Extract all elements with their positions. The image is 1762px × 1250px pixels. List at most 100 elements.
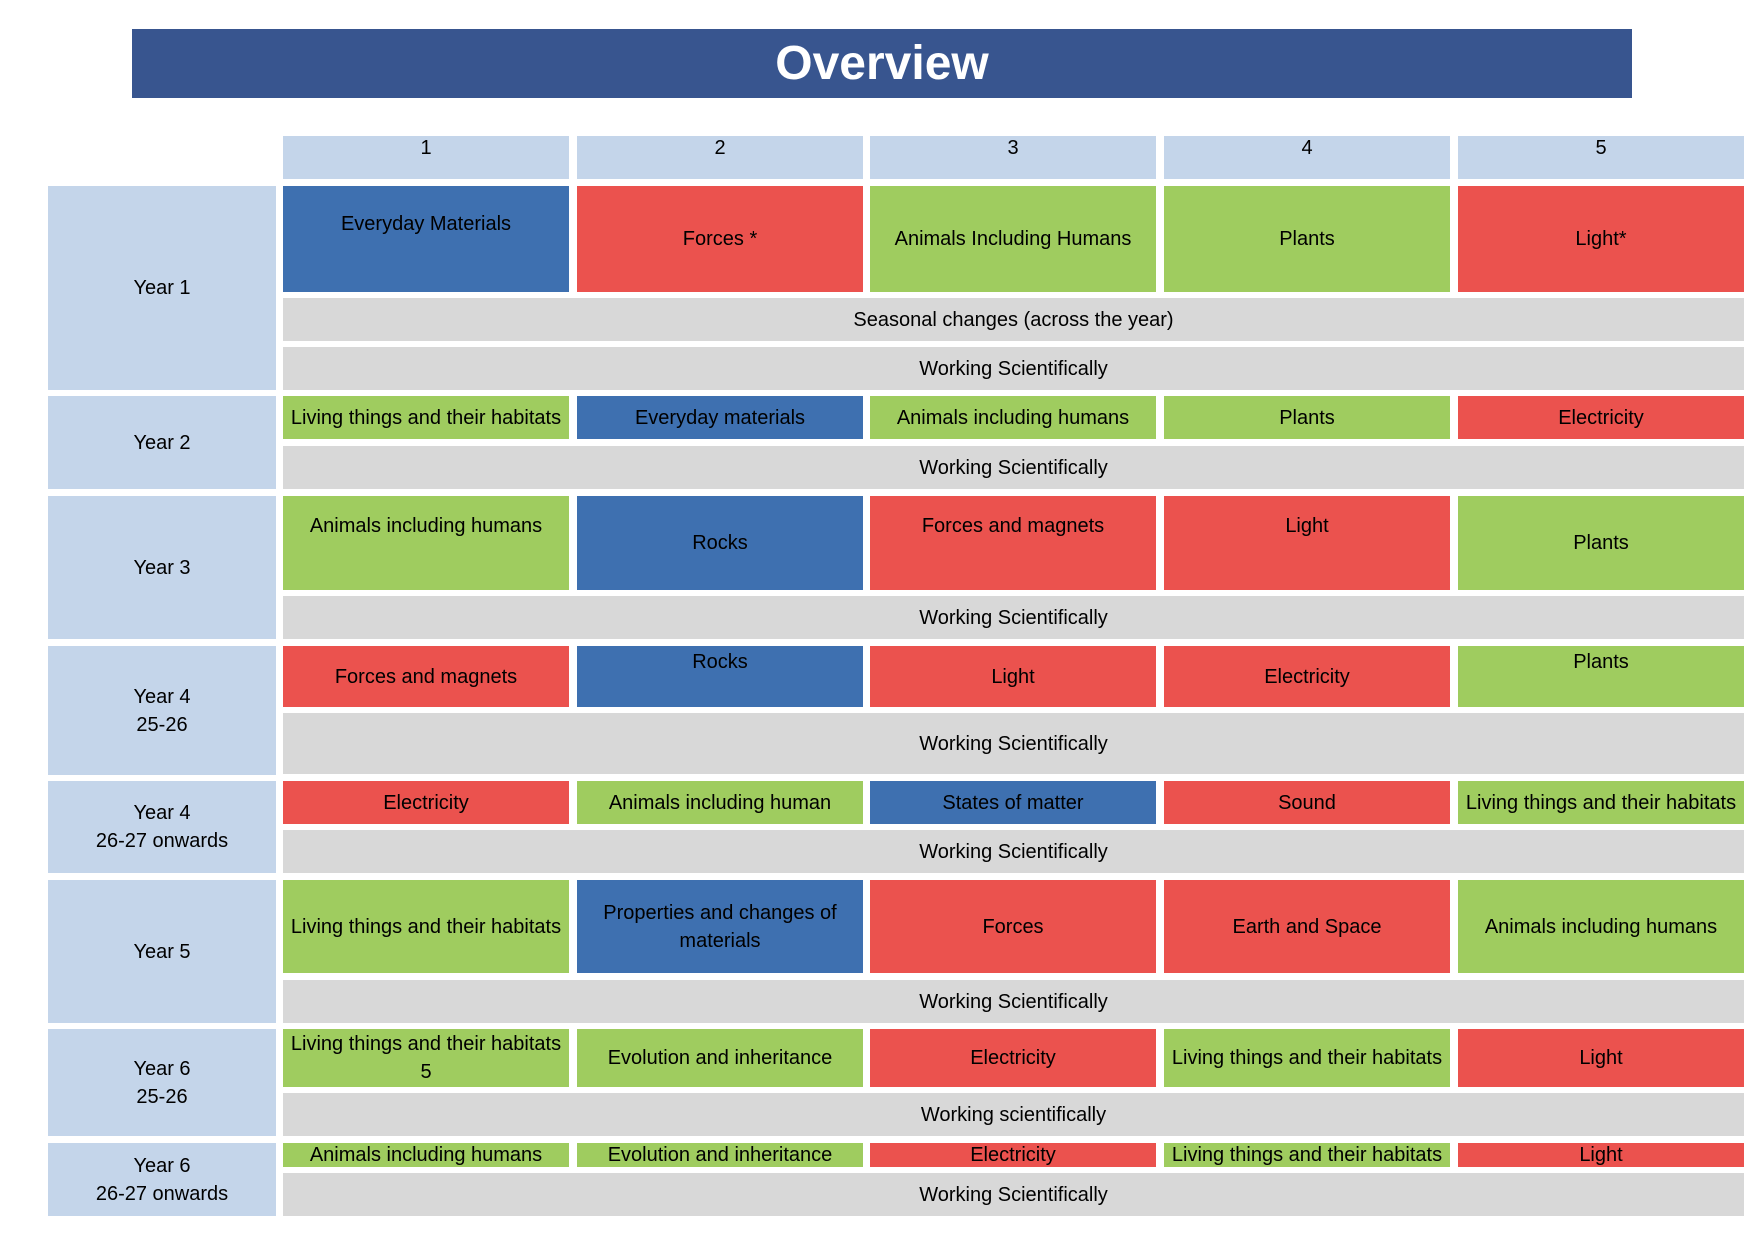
topic-cell: Rocks [577, 496, 863, 590]
topic-label: Electricity [1264, 665, 1350, 688]
topic-cell: Properties and changes of materials [577, 880, 863, 973]
topic-label: Forces and magnets [921, 515, 1105, 537]
band-row: Working Scientifically [283, 446, 1744, 489]
topic-cell: Everyday Materials [283, 186, 569, 292]
band-row: Seasonal changes (across the year) [283, 298, 1744, 341]
topic-cell: Electricity [1458, 396, 1744, 439]
topic-label: Plants [1573, 532, 1629, 554]
topic-label: Everyday materials [634, 406, 806, 429]
topic-label: Evolution and inheritance [607, 1047, 833, 1069]
band-row: Working Scientifically [283, 596, 1744, 639]
topic-label: Everyday Materials [340, 213, 512, 235]
topic-cell: Earth and Space [1164, 880, 1450, 973]
topic-label: Forces * [682, 228, 758, 250]
band-label: Working scientifically [920, 1103, 1107, 1126]
topic-cell: Plants [1458, 496, 1744, 590]
topic-cell: Electricity [870, 1029, 1156, 1087]
topic-label: Light [991, 665, 1035, 688]
band-label: Working Scientifically [919, 1183, 1108, 1206]
topic-label: Forces [982, 915, 1044, 938]
year-label: Year 2 [48, 396, 276, 489]
topic-cell: Light [1458, 1143, 1744, 1167]
column-header-5: 5 [1458, 136, 1744, 179]
topic-label: Plants [1279, 406, 1335, 429]
band-row: Working scientifically [283, 1093, 1744, 1136]
topic-label: States of matter [942, 791, 1084, 814]
band-label: Seasonal changes (across the year) [853, 308, 1174, 331]
topic-cell: Animals Including Humans [870, 186, 1156, 292]
topic-cell: Living things and their habitats [1164, 1143, 1450, 1167]
year-label-line: Year 3 [133, 556, 191, 579]
topic-cell: Living things and their habitats [1164, 1029, 1450, 1087]
topic-cell: Forces and magnets [283, 646, 569, 707]
band-label: Working Scientifically [919, 732, 1108, 755]
topic-label: Sound [1278, 791, 1336, 814]
year-label-line: 25-26 [136, 713, 188, 736]
topic-label: Rocks [692, 532, 748, 554]
topic-cell: Forces * [577, 186, 863, 292]
band-label: Working Scientifically [919, 606, 1108, 629]
topic-cell: States of matter [870, 781, 1156, 824]
year-label-line: Year 4 [133, 802, 191, 824]
topic-cell: Forces and magnets [870, 496, 1156, 590]
year-label-line: Year 6 [133, 1057, 191, 1080]
topic-label: Animals including humans [896, 406, 1130, 429]
topic-cell: Forces [870, 880, 1156, 973]
column-header-1: 1 [283, 136, 569, 179]
topic-label: Electricity [970, 1144, 1056, 1166]
topic-label: Animals including human [608, 791, 832, 814]
topic-cell: Living things and their habitats [283, 880, 569, 973]
band-row: Working Scientifically [283, 347, 1744, 390]
year-label: Year 3 [48, 496, 276, 639]
topic-cell: Living things and their habitats [283, 396, 569, 439]
band-row: Working Scientifically [283, 713, 1744, 774]
topic-label: Animals including humans [1484, 915, 1718, 938]
year-label-line: Year 6 [133, 1154, 191, 1177]
topic-label: Evolution and inheritance [607, 1144, 833, 1166]
year-label: Year 4 26-27 onwards [48, 781, 276, 873]
topic-cell: Electricity [870, 1143, 1156, 1167]
topic-cell: Rocks [577, 646, 863, 707]
topic-cell: Plants [1164, 396, 1450, 439]
band-label: Working Scientifically [919, 357, 1108, 380]
column-header-2: 2 [577, 136, 863, 179]
year-label-line: 25-26 [136, 1085, 188, 1108]
topic-label: Plants [1573, 651, 1629, 673]
topic-cell: Everyday materials [577, 396, 863, 439]
topic-label: Plants [1279, 228, 1335, 250]
band-label: Working Scientifically [919, 990, 1108, 1013]
topic-label: Living things and their habitats [1465, 791, 1737, 814]
topic-label: Living things and their habitats 5 [290, 1033, 562, 1083]
topic-label: Animals including humans [309, 515, 543, 537]
topic-cell: Sound [1164, 781, 1450, 824]
band-label: Working Scientifically [919, 456, 1108, 479]
topic-label: Electricity [383, 791, 469, 814]
topic-cell: Animals including humans [1458, 880, 1744, 973]
year-label-line: Year 2 [133, 431, 191, 454]
topic-label: Light* [1575, 228, 1627, 250]
topic-cell: Light* [1458, 186, 1744, 292]
topic-label: Living things and their habitats [290, 915, 562, 938]
topic-cell: Living things and their habitats [1458, 781, 1744, 824]
topic-cell: Animals including humans [283, 1143, 569, 1167]
topic-cell: Light [870, 646, 1156, 707]
topic-label: Light [1579, 1144, 1623, 1166]
topic-label: Animals including humans [309, 1144, 543, 1166]
topic-cell: Animals including humans [283, 496, 569, 590]
topic-cell: Evolution and inheritance [577, 1143, 863, 1167]
topic-label: Earth and Space [1232, 915, 1382, 938]
topic-cell: Living things and their habitats 5 [283, 1029, 569, 1087]
topic-label: Forces and magnets [334, 665, 518, 688]
topic-label: Animals Including Humans [894, 228, 1132, 250]
topic-label: Light [1285, 515, 1329, 537]
year-label-line: 26-27 onwards [95, 830, 229, 852]
year-label: Year 6 26-27 onwards [48, 1143, 276, 1216]
topic-cell: Plants [1164, 186, 1450, 292]
topic-cell: Evolution and inheritance [577, 1029, 863, 1087]
year-label: Year 5 [48, 880, 276, 1023]
topic-cell: Animals including human [577, 781, 863, 824]
year-label: Year 6 25-26 [48, 1029, 276, 1136]
column-header-4: 4 [1164, 136, 1450, 179]
band-row: Working Scientifically [283, 830, 1744, 873]
column-header-3: 3 [870, 136, 1156, 179]
